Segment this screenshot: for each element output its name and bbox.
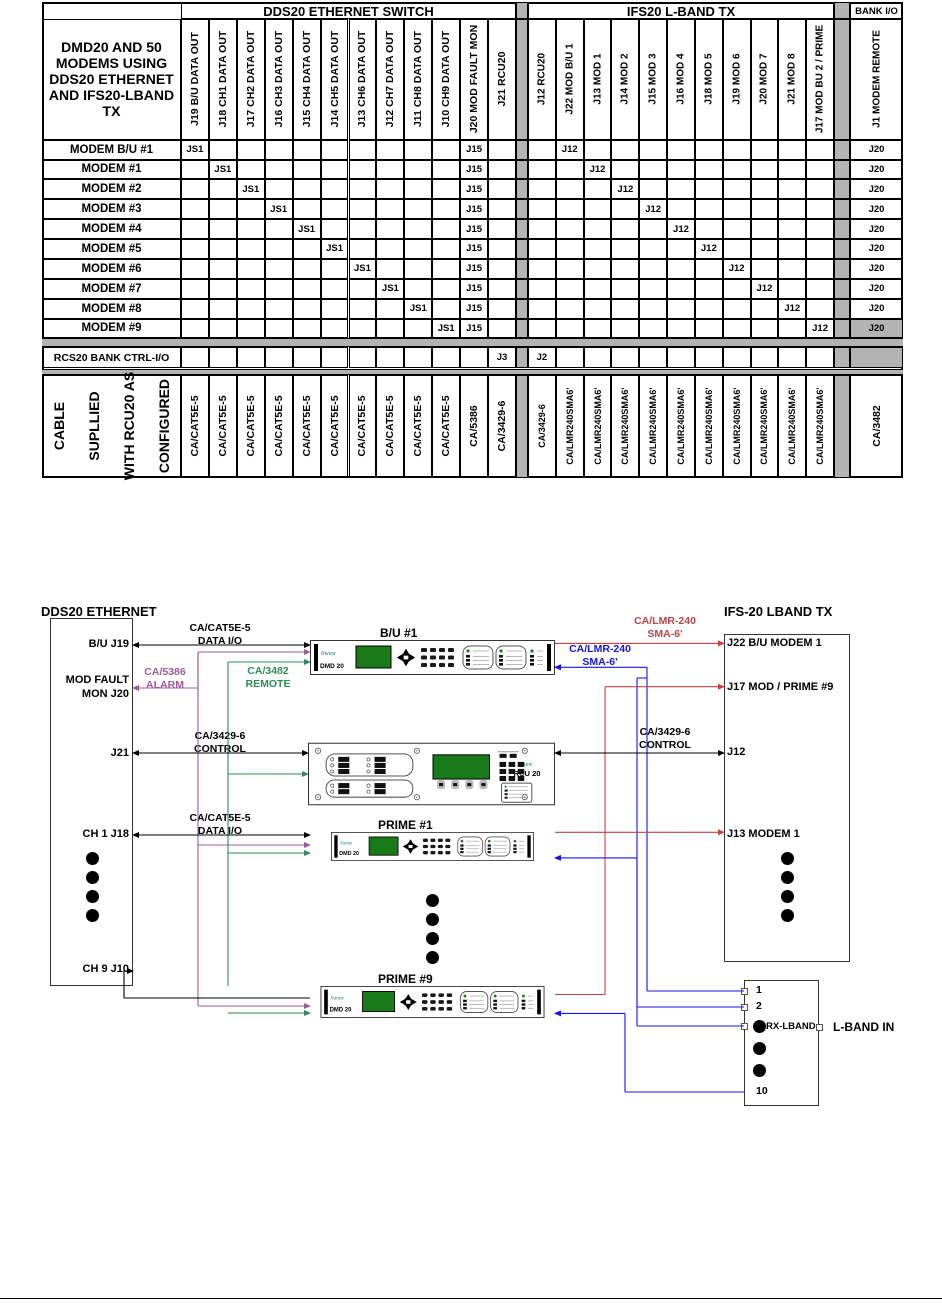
svg-text:Rarew: Rarew bbox=[321, 651, 336, 657]
svg-text:RCU 20: RCU 20 bbox=[514, 769, 541, 778]
svg-text:Rarew: Rarew bbox=[340, 840, 353, 845]
svg-text:Rarew: Rarew bbox=[331, 996, 345, 1001]
svg-text:DMD 20: DMD 20 bbox=[320, 663, 344, 670]
svg-text:DMD 20: DMD 20 bbox=[330, 1008, 352, 1014]
svg-text:DMD 20: DMD 20 bbox=[339, 851, 359, 857]
